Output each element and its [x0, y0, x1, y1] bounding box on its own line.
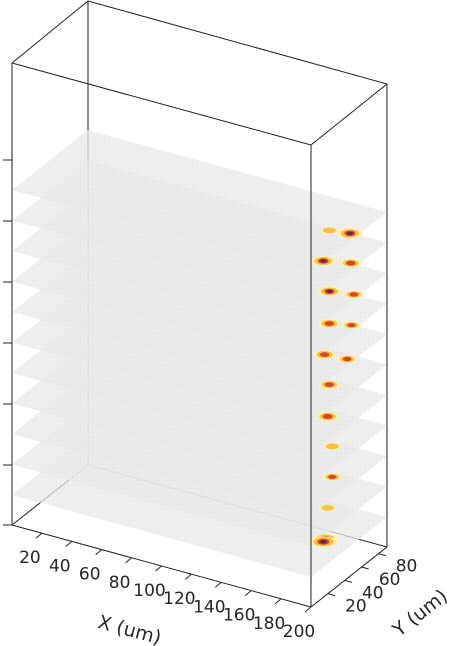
x-tick-mark	[244, 590, 252, 596]
hotspot	[318, 319, 341, 328]
hotspot	[309, 536, 338, 548]
hotspot-core	[324, 321, 335, 326]
y-tick-label: 60	[379, 570, 401, 590]
x-tick-mark	[185, 573, 192, 580]
hotspot	[337, 355, 358, 363]
hotspot-center	[326, 289, 333, 293]
hotspot-core	[346, 260, 356, 266]
hotspot-core	[328, 474, 337, 479]
y-tick-label: 80	[396, 557, 418, 577]
hotspot-center	[320, 259, 327, 263]
hotspot-core	[319, 352, 330, 357]
hotspot-core	[349, 292, 359, 297]
x-tick-label: 60	[79, 565, 101, 585]
x-tick-mark	[274, 598, 282, 605]
hotspot-core	[347, 323, 356, 328]
box-edge-right-bottom	[310, 546, 388, 608]
z-axis-ticks	[3, 159, 12, 526]
x-tick-mark	[65, 541, 73, 547]
x-tick-label: 20	[19, 548, 41, 568]
hotspot	[318, 380, 340, 389]
x-tick-mark	[155, 565, 162, 572]
x-tick-mark	[214, 582, 222, 588]
y-tick-label: 40	[362, 583, 384, 603]
hotspot	[317, 286, 342, 297]
y-tick-label: 20	[345, 597, 367, 617]
hotspot	[310, 256, 336, 266]
y-tick-mark	[361, 566, 369, 570]
y-axis-label: Y (um)	[388, 585, 451, 642]
hotspot	[313, 350, 336, 359]
hotspot	[320, 226, 339, 234]
hotspot-center	[346, 231, 354, 235]
box-edge-front-top	[11, 62, 312, 146]
slice-stack	[12, 130, 387, 577]
hotspot	[341, 321, 362, 329]
x-tick-mark	[35, 532, 43, 539]
box-edge-back-top	[87, 0, 388, 85]
box-edge-back-left-top	[11, 0, 89, 64]
y-tick-mark	[344, 579, 352, 583]
x-tick-label: 120	[163, 589, 195, 609]
box-edge-right-top	[310, 83, 388, 146]
x-tick-mark	[304, 606, 312, 613]
y-tick-mark	[327, 593, 336, 597]
hotspot-core	[322, 413, 333, 419]
x-tick-label: 40	[49, 556, 71, 576]
x-tick-mark	[95, 549, 103, 555]
hotspot	[319, 504, 337, 512]
hotspot	[339, 258, 362, 268]
hotspot-core	[324, 382, 334, 387]
hotspot-mid	[321, 505, 334, 511]
hotspot-core	[342, 356, 352, 362]
hotspot	[322, 473, 342, 481]
slice-layer	[12, 130, 387, 272]
x-tick-label: 160	[223, 606, 255, 626]
x-tick-label: 140	[193, 597, 225, 617]
x-tick-label: 100	[133, 581, 165, 601]
hotspot	[336, 228, 363, 239]
x-tick-label: 180	[253, 614, 285, 634]
x-tick-label: 80	[109, 573, 131, 593]
hotspot	[343, 290, 364, 299]
slice-plane	[12, 130, 387, 272]
hotspot	[323, 442, 342, 451]
hotspot-mid	[322, 227, 336, 234]
x-axis-label: X (um)	[96, 611, 164, 646]
y-tick-mark	[378, 553, 386, 557]
hotspot-center	[319, 539, 327, 544]
hotspot	[316, 411, 340, 421]
x-tick-label: 200	[283, 622, 315, 642]
hotspot-mid	[325, 443, 339, 450]
x-tick-mark	[125, 557, 132, 564]
